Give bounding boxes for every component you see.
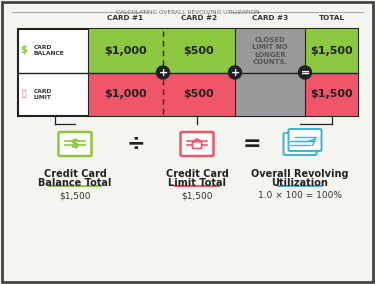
Text: $500: $500 <box>184 89 214 99</box>
Text: $1,000: $1,000 <box>104 46 147 56</box>
FancyBboxPatch shape <box>180 132 213 156</box>
FancyBboxPatch shape <box>18 29 358 116</box>
Text: $1,000: $1,000 <box>104 89 147 99</box>
Text: TOTAL: TOTAL <box>318 15 345 21</box>
Text: $: $ <box>21 45 27 55</box>
Text: 1.0 × 100 = 100%: 1.0 × 100 = 100% <box>258 191 342 200</box>
Text: Limit Total: Limit Total <box>168 178 226 188</box>
Text: CLOSED
LIMIT NO
LONGER
COUNTS.: CLOSED LIMIT NO LONGER COUNTS. <box>252 37 288 65</box>
Bar <box>235 72 305 116</box>
FancyBboxPatch shape <box>288 129 321 151</box>
Circle shape <box>298 66 312 79</box>
Text: =: = <box>300 68 310 78</box>
Bar <box>305 29 358 72</box>
Circle shape <box>228 66 242 79</box>
Text: =: = <box>243 134 261 154</box>
Circle shape <box>156 66 170 79</box>
Text: Balance Total: Balance Total <box>38 178 112 188</box>
Text: ÷: ÷ <box>127 134 146 154</box>
FancyBboxPatch shape <box>284 133 316 155</box>
Text: $1,500: $1,500 <box>310 46 353 56</box>
FancyBboxPatch shape <box>192 141 201 149</box>
Bar <box>235 29 305 72</box>
Text: CARD #3: CARD #3 <box>252 15 288 21</box>
Bar <box>305 72 358 116</box>
Text: CARD
BALANCE: CARD BALANCE <box>34 45 65 56</box>
Text: 🔒: 🔒 <box>22 90 26 99</box>
Bar <box>88 72 163 116</box>
Bar <box>88 29 163 72</box>
Text: Credit Card: Credit Card <box>44 169 106 179</box>
Text: +: + <box>158 68 168 78</box>
Text: $: $ <box>70 137 80 151</box>
Text: $1,500: $1,500 <box>59 191 91 200</box>
Text: $500: $500 <box>184 46 214 56</box>
Bar <box>163 29 235 72</box>
Text: Overall Revolving: Overall Revolving <box>251 169 349 179</box>
Text: $1,500: $1,500 <box>310 89 353 99</box>
Text: Utilization: Utilization <box>272 178 328 188</box>
Text: $1,500: $1,500 <box>181 191 213 200</box>
Text: Credit Card: Credit Card <box>166 169 228 179</box>
FancyBboxPatch shape <box>58 132 92 156</box>
Text: +: + <box>230 68 240 78</box>
Text: CARD #2: CARD #2 <box>181 15 217 21</box>
Text: CALCULATING OVERALL REVOLVING UTILIZATION: CALCULATING OVERALL REVOLVING UTILIZATIO… <box>116 9 260 14</box>
Text: CARD
LIMIT: CARD LIMIT <box>34 89 52 100</box>
Bar <box>163 72 235 116</box>
Text: CARD #1: CARD #1 <box>107 15 144 21</box>
